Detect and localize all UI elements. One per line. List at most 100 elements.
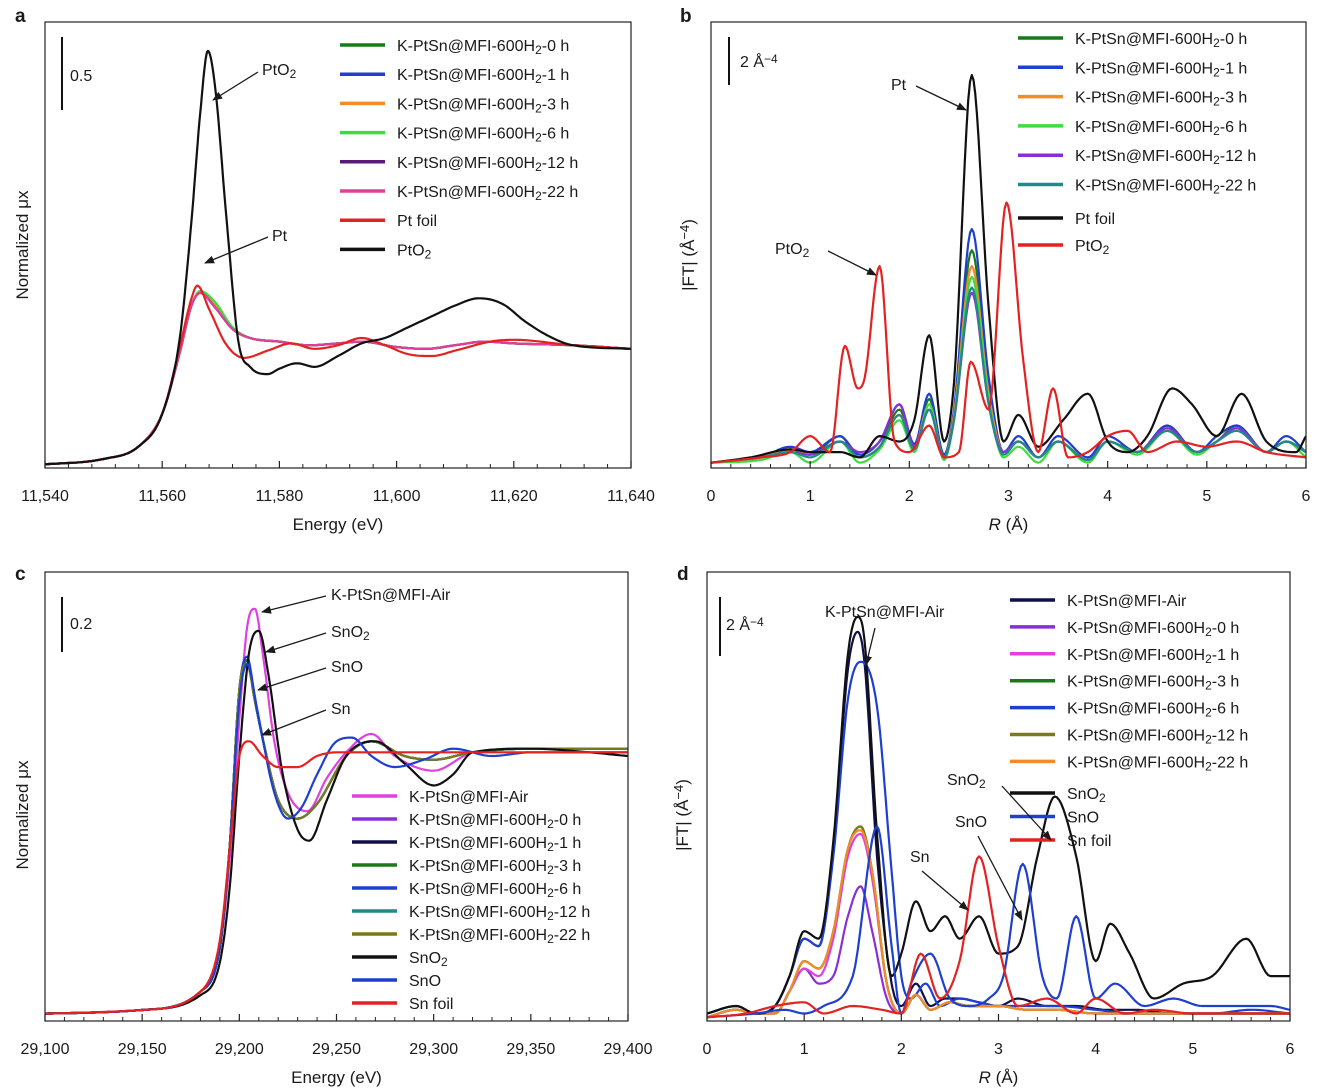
annotation-arrow-a-1 xyxy=(204,236,269,264)
annotation-arrow-a-0 xyxy=(212,71,259,101)
legend-label-c-8: SnO xyxy=(409,973,441,990)
x-tick-label-b-0: 0 xyxy=(707,488,716,505)
series-line-a-0 xyxy=(45,291,631,466)
y-axis-label-a: Normalized μx xyxy=(13,190,32,299)
x-tick-label-c-3: 29,250 xyxy=(312,1041,361,1058)
x-tick-label-b-4: 4 xyxy=(1103,488,1112,505)
series-line-c-9 xyxy=(45,740,628,1015)
scale-label-d: 2 Å−4 xyxy=(726,615,764,634)
x-tick-label-d-3: 3 xyxy=(994,1041,1003,1058)
series-line-b-6 xyxy=(711,73,1306,464)
x-tick-label-b-6: 6 xyxy=(1302,488,1311,505)
x-tick-label-c-2: 29,200 xyxy=(215,1041,264,1058)
panel-letter-c: c xyxy=(15,564,26,585)
legend-label-c-0: K-PtSn@MFI-Air xyxy=(409,789,529,806)
legend-label-b-0: K-PtSn@MFI-600H2-0 h xyxy=(1075,31,1247,50)
y-axis-label-d: |FT| (Å−4) xyxy=(671,779,692,851)
x-tick-label-d-2: 2 xyxy=(897,1041,906,1058)
series-line-b-5 xyxy=(711,286,1306,464)
x-tick-label-c-1: 29,150 xyxy=(118,1041,167,1058)
legend-label-a-4: K-PtSn@MFI-600H2-12 h xyxy=(397,155,578,174)
annotation-arrow-b-0 xyxy=(915,85,967,111)
annotation-label-d-1: SnO2 xyxy=(947,772,986,791)
legend-b: K-PtSn@MFI-600H2-0 h K-PtSn@MFI-600H2-1 h… xyxy=(1018,31,1256,257)
legend-label-c-9: Sn foil xyxy=(409,996,453,1013)
series-line-a-5 xyxy=(45,291,631,466)
annotation-arrow-d-1 xyxy=(1001,785,1052,841)
annotation-arrow-c-3 xyxy=(261,709,327,736)
panel-d: d 0 1 2 3 4 5 6 R (Å) |FT| (Å−4) 2 Å−4 K-PtSn@MFI-A… xyxy=(671,564,1294,1087)
legend-label-c-7: SnO2 xyxy=(409,950,448,969)
series-line-c-7 xyxy=(45,629,628,1015)
legend-label-b-4: K-PtSn@MFI-600H2-12 h xyxy=(1075,148,1256,167)
legend-label-b-3: K-PtSn@MFI-600H2-6 h xyxy=(1075,119,1247,138)
x-tick-label-a-0: 11,540 xyxy=(21,488,69,505)
annotation-label-b-1: PtO2 xyxy=(775,241,810,260)
x-tick-label-b-5: 5 xyxy=(1202,488,1211,505)
legend-label-a-6: Pt foil xyxy=(397,213,437,230)
annotation-label-c-3: Sn xyxy=(331,701,351,718)
annotation-label-c-1: SnO2 xyxy=(331,624,370,643)
series-line-d-1 xyxy=(707,885,1290,1019)
annotation-label-c-0: K-PtSn@MFI-Air xyxy=(331,587,451,604)
y-axis-label-b: |FT| (Å−4) xyxy=(677,219,698,291)
series-line-d-8 xyxy=(707,825,1290,1019)
panel-a: a 11,540 11,560 11,580 11,600 11,620 11,640 Ene… xyxy=(13,6,655,534)
x-axis-label-d: R (Å) xyxy=(979,1068,1019,1087)
series-line-a-3 xyxy=(45,289,631,466)
legend-label-d-8: SnO xyxy=(1067,810,1099,827)
x-axis-label-c: Energy (eV) xyxy=(291,1068,382,1087)
legend-label-d-4: K-PtSn@MFI-600H2-6 h xyxy=(1067,701,1239,720)
scale-label-b: 2 Å−4 xyxy=(740,52,778,71)
x-axis-label-b: R (Å) xyxy=(989,515,1029,534)
series-line-b-7 xyxy=(711,201,1306,464)
annotation-arrow-c-0 xyxy=(261,595,327,614)
scale-label-a: 0.5 xyxy=(70,68,92,85)
plot-frame-a xyxy=(44,21,632,469)
x-tick-label-b-1: 1 xyxy=(806,488,815,505)
series-line-a-7 xyxy=(45,49,631,466)
x-tick-label-c-4: 29,300 xyxy=(409,1041,458,1058)
legend-label-d-6: K-PtSn@MFI-600H2-22 h xyxy=(1067,754,1248,773)
annotation-label-a-1: Pt xyxy=(272,228,288,245)
series-line-b-0 xyxy=(711,249,1306,464)
panel-letter-a: a xyxy=(15,6,26,27)
x-tick-label-d-0: 0 xyxy=(703,1041,712,1058)
annotation-arrow-d-0 xyxy=(864,627,876,666)
annotation-label-d-2: SnO xyxy=(955,814,987,831)
x-tick-label-a-3: 11,600 xyxy=(373,488,421,505)
legend-label-b-1: K-PtSn@MFI-600H2-1 h xyxy=(1075,60,1247,79)
series-group-a xyxy=(45,49,631,466)
legend-label-c-2: K-PtSn@MFI-600H2-1 h xyxy=(409,835,581,854)
x-tick-label-d-6: 6 xyxy=(1286,1041,1295,1058)
x-axis-label-a: Energy (eV) xyxy=(293,515,384,534)
legend-label-d-5: K-PtSn@MFI-600H2-12 h xyxy=(1067,728,1248,747)
series-group-b xyxy=(711,73,1306,464)
legend-label-a-1: K-PtSn@MFI-600H2-1 h xyxy=(397,67,569,86)
panel-letter-b: b xyxy=(680,6,692,27)
x-tick-label-a-2: 11,580 xyxy=(256,488,304,505)
annotation-label-c-2: SnO xyxy=(331,659,363,676)
series-line-a-2 xyxy=(45,291,631,466)
annotation-arrow-c-1 xyxy=(265,632,327,654)
legend-label-c-1: K-PtSn@MFI-600H2-0 h xyxy=(409,812,581,831)
series-line-a-4 xyxy=(45,291,631,466)
legend-label-a-2: K-PtSn@MFI-600H2-3 h xyxy=(397,96,569,115)
legend-label-c-4: K-PtSn@MFI-600H2-6 h xyxy=(409,881,581,900)
x-tick-label-d-4: 4 xyxy=(1091,1041,1100,1058)
legend-label-c-5: K-PtSn@MFI-600H2-12 h xyxy=(409,904,590,923)
scale-label-c: 0.2 xyxy=(70,616,92,633)
legend-label-c-3: K-PtSn@MFI-600H2-3 h xyxy=(409,858,581,877)
legend-label-a-0: K-PtSn@MFI-600H2-0 h xyxy=(397,38,569,57)
annotation-arrow-d-3 xyxy=(921,870,969,911)
series-line-a-6 xyxy=(45,284,631,466)
x-tick-label-b-2: 2 xyxy=(905,488,914,505)
legend-label-d-9: Sn foil xyxy=(1067,833,1111,850)
legend-label-c-6: K-PtSn@MFI-600H2-22 h xyxy=(409,927,590,946)
legend-label-d-2: K-PtSn@MFI-600H2-1 h xyxy=(1067,647,1239,666)
annotation-label-d-3: Sn xyxy=(910,849,930,866)
legend-label-d-3: K-PtSn@MFI-600H2-3 h xyxy=(1067,674,1239,693)
annotation-label-b-0: Pt xyxy=(891,77,907,94)
legend-a: K-PtSn@MFI-600H2-0 h K-PtSn@MFI-600H2-1 h… xyxy=(340,38,578,261)
